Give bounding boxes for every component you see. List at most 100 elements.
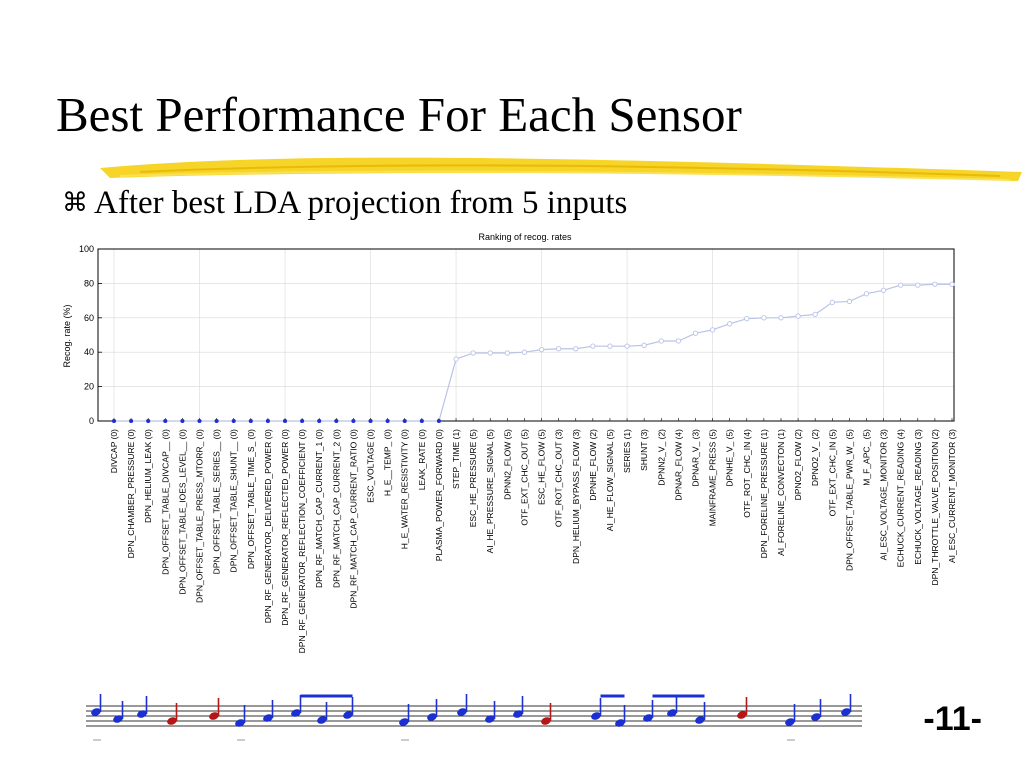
- x-tick-label: AI_ESC_VOLTAGE_MONITOR (3): [879, 429, 889, 560]
- x-tick-label: OTF_EXT_CHC_IN (5): [827, 429, 837, 517]
- y-tick-label: 20: [84, 382, 94, 392]
- data-point: [504, 350, 510, 356]
- data-point: [727, 321, 733, 327]
- data-point: [402, 418, 407, 424]
- data-point: [556, 346, 562, 352]
- bullet-text: After best LDA projection from 5 inputs: [94, 185, 628, 221]
- data-point: [863, 291, 870, 297]
- y-ticks: 0 20 40 60 80 100: [79, 244, 102, 426]
- data-point: [129, 418, 134, 424]
- x-tick-label: H_E_WATER_RESISTIVITY (0): [400, 429, 410, 549]
- data-point: [231, 418, 236, 424]
- x-tick-label: DPNN2_V_ (2): [656, 429, 666, 486]
- x-tick-label: OTF_EXT_CHC_OUT (5): [519, 429, 529, 526]
- y-tick-label: 0: [89, 416, 94, 426]
- x-tick-label: AI_HE_PRESSURE_SIGNAL (5): [485, 429, 495, 554]
- x-tick-label: DPN_OFFSET_TABLE_SERIES__ (0): [212, 429, 222, 575]
- data-point: [163, 418, 168, 424]
- slide-title: Best Performance For Each Sensor: [56, 87, 742, 142]
- x-tick-label: ESC_HE_PRESSURE (5): [468, 429, 478, 527]
- x-tick-label: DPN_OFFSET_TABLE_PWR_W_ (5): [844, 429, 854, 571]
- y-tick-label: 100: [79, 244, 94, 254]
- x-tick-label: ESC_VOLTAGE (0): [366, 429, 376, 503]
- x-tick-label: DPNHE_FLOW (2): [588, 429, 598, 501]
- x-tick-label: DPN_HELIUM_BYPASS_FLOW (3): [571, 429, 581, 564]
- x-tick-label: OTF_ROT_CHC_OUT (3): [554, 429, 564, 527]
- data-point: [829, 299, 835, 305]
- data-point: [436, 418, 441, 424]
- y-axis-label: Recog. rate (%): [62, 304, 72, 367]
- x-tick-label: DPNAR_FLOW (4): [673, 429, 683, 501]
- x-tick-label: DPN_OFFSET_TABLE_DIVCAP__ (0): [160, 429, 170, 575]
- data-point: [214, 418, 219, 424]
- data-point: [949, 281, 955, 287]
- x-tick-label: DPN_RF_GENERATOR_DELIVERED_POWER (0): [263, 429, 273, 623]
- x-tick-label: STEP_TIME (1): [451, 429, 461, 489]
- x-tick-label: DPN_RF_MATCH_CAP_CURRENT_2 (0): [331, 429, 341, 588]
- x-tick-label: DPN_OFFSET_TABLE_PRESS_MTORR_ (0): [195, 429, 205, 603]
- x-tick-label: MAINFRAME_PRESS (5): [708, 429, 718, 526]
- x-tick-label: DPN_OFFSET_TABLE_TIME_S_ (0): [246, 429, 256, 569]
- data-point: [795, 313, 801, 319]
- data-point: [282, 418, 288, 424]
- data-point: [761, 315, 767, 321]
- data-point: [744, 316, 750, 322]
- data-point: [778, 315, 784, 321]
- x-tick-label: DPN_OFFSET_TABLE_IOES_LEVEL__ (0): [177, 429, 187, 595]
- y-tick-label: 40: [84, 347, 94, 357]
- data-point: [538, 346, 545, 353]
- data-point: [932, 281, 938, 287]
- data-point: [265, 418, 270, 424]
- data-point: [658, 338, 664, 344]
- data-point: [300, 418, 305, 424]
- command-key-icon: ⌘: [62, 188, 88, 218]
- data-point: [487, 350, 493, 356]
- x-tick-label: DPN_RF_MATCH_CAP_CURRENT_1 (0): [314, 429, 324, 588]
- bullet-item: ⌘ After best LDA projection from 5 inputs: [62, 185, 627, 222]
- x-tick-label: DPNO2_V_ (2): [810, 429, 820, 486]
- series-layer: [111, 281, 955, 424]
- y-tick-label: 80: [84, 278, 94, 288]
- series-line: [114, 283, 952, 422]
- data-point: [624, 343, 630, 349]
- data-point: [898, 282, 904, 288]
- page-number: -11-: [923, 700, 982, 738]
- x-tick-labels: DIVCAP (0) DPN_CHAMBER_PRESSURE (0) DPN_HE…: [109, 418, 957, 653]
- x-tick-label: DPN_RF_GENERATOR_REFLECTED_POWER (0): [280, 429, 290, 626]
- x-tick-label: DPN_THROTTLE_VALVE_POSITION (2): [930, 429, 940, 586]
- data-point: [709, 327, 716, 333]
- x-tick-label: AI_HE_FLOW_SIGNAL (5): [605, 429, 615, 531]
- data-point: [368, 418, 373, 424]
- x-tick-label: DPNO2_FLOW (2): [793, 429, 803, 500]
- x-tick-label: DIVCAP (0): [109, 429, 119, 473]
- data-point: [180, 418, 185, 424]
- data-point: [573, 346, 579, 352]
- data-point: [248, 418, 253, 424]
- x-tick-label: ESC_HE_FLOW (5): [537, 429, 547, 505]
- x-tick-label: OTF_ROT_CHC_IN (4): [742, 429, 752, 518]
- x-tick-label: DPN_HELIUM_LEAK (0): [143, 429, 153, 523]
- x-tick-label: DPN_RF_GENERATOR_REFLECTION_COEFFICIENT …: [297, 429, 307, 654]
- x-tick-label: DPNN2_FLOW (5): [502, 429, 512, 500]
- x-tick-label: ECHUCK_VOLTAGE_READING (3): [913, 429, 923, 565]
- chart-title: Ranking of recog. rates: [478, 232, 572, 242]
- x-tick-label: AI_FORELINE_CONVECTON (1): [776, 429, 786, 556]
- x-tick-label: ECHUCK_CURRENT_READING (4): [896, 429, 906, 568]
- data-point: [470, 350, 476, 356]
- data-point: [641, 342, 647, 348]
- x-tick-label: LEAK_RATE (0): [417, 429, 427, 490]
- data-point: [880, 287, 887, 293]
- x-tick-label: DPNHE_V_ (5): [725, 429, 735, 487]
- data-point: [197, 418, 202, 424]
- data-point: [453, 356, 459, 362]
- data-point: [317, 418, 322, 424]
- x-tick-label: DPN_RF_MATCH_CAP_CURRENT_RATIO (0): [348, 429, 358, 609]
- x-tick-label: PLASMA_POWER_FORWARD (0): [434, 429, 444, 561]
- data-point: [351, 418, 356, 424]
- x-tick-label: DPNAR_V_ (3): [690, 429, 700, 487]
- data-point: [607, 343, 613, 349]
- data-point: [675, 338, 682, 344]
- x-tick-label: DPN_CHAMBER_PRESSURE (0): [126, 429, 136, 559]
